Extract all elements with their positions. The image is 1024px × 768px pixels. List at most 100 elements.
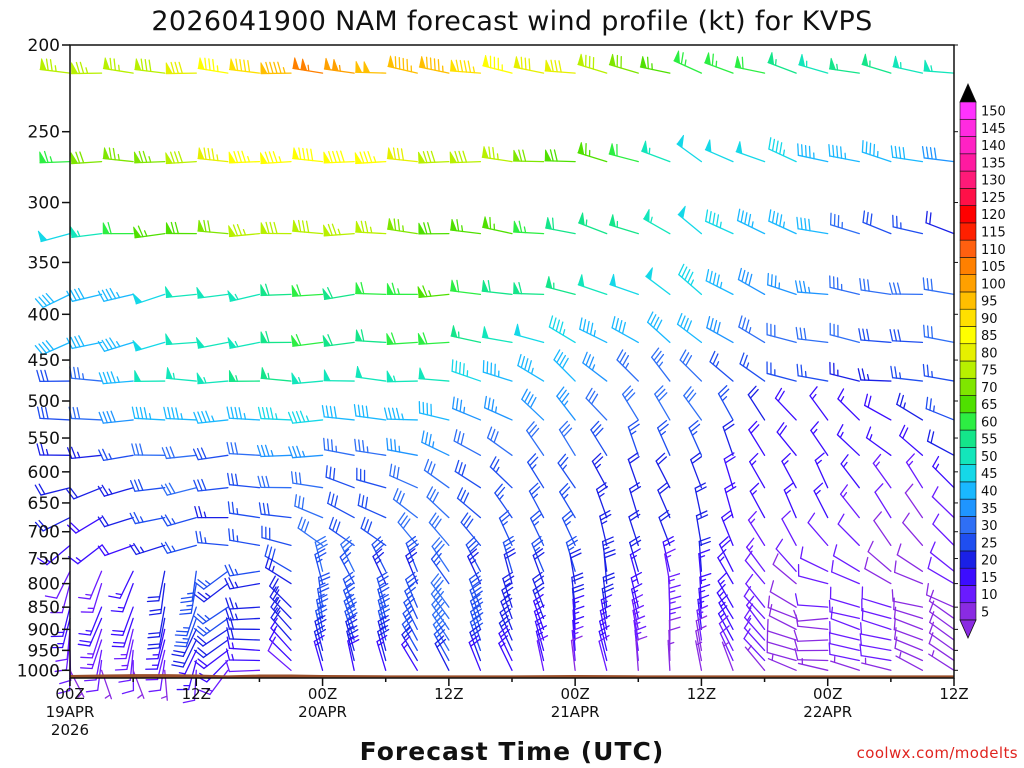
wind-barb <box>717 385 734 421</box>
wind-barb <box>535 625 548 662</box>
wind-barb <box>323 437 355 456</box>
wind-barb <box>97 484 134 497</box>
wind-barb <box>267 639 292 671</box>
wind-barb <box>346 625 359 662</box>
wind-barb <box>386 147 418 163</box>
colorbar-swatch <box>959 136 977 155</box>
x-axis-label: Forecast Time (UTC) <box>360 737 665 766</box>
colorbar-swatch <box>959 257 977 275</box>
wind-barb <box>98 448 134 461</box>
colorbar-swatch <box>959 395 977 414</box>
wind-barb <box>767 595 797 620</box>
wind-barb <box>717 548 734 585</box>
wind-barb <box>577 53 608 74</box>
wind-barb <box>793 639 829 652</box>
wind-barb <box>97 337 134 352</box>
wind-barb <box>260 283 292 297</box>
wind-barb <box>228 58 261 74</box>
wind-barb <box>129 511 166 525</box>
wind-barb <box>97 544 134 557</box>
wind-barb <box>260 221 292 235</box>
colorbar-label: 110 <box>981 243 1006 258</box>
wind-barb <box>579 317 608 344</box>
wind-barb <box>322 334 355 347</box>
colorbar-label: 55 <box>981 433 998 448</box>
wind-barb <box>401 625 418 662</box>
wind-barb <box>77 617 103 647</box>
speed-colorbar: 5 10 15 20 25 30 35 40 45 50 55 60 65 70 75 80 85 90 95 100… <box>959 83 1006 639</box>
wind-barb <box>768 209 797 235</box>
wind-barb <box>837 513 860 547</box>
wind-barb <box>861 598 892 620</box>
wind-barb <box>80 582 103 613</box>
wind-barb <box>360 516 387 547</box>
colorbar-swatch <box>959 429 977 448</box>
wind-barb <box>450 325 482 344</box>
wind-barb <box>532 571 545 608</box>
wind-barb <box>165 151 197 165</box>
wind-barb <box>904 483 924 519</box>
x-tick-label: 00Z <box>813 685 842 703</box>
wind-barb <box>354 151 387 165</box>
wind-barb <box>929 600 955 631</box>
y-tick-label: 950 <box>28 641 60 661</box>
wind-barb <box>460 512 482 547</box>
wind-barb <box>499 604 513 641</box>
wind-barb <box>829 322 860 344</box>
wind-barb <box>929 611 955 641</box>
wind-barb <box>164 286 197 299</box>
wind-barb <box>288 445 324 459</box>
wind-barb <box>902 512 924 547</box>
wind-barb <box>165 333 197 346</box>
wind-barb <box>418 222 450 235</box>
wind-barb <box>928 589 955 620</box>
wind-barb <box>631 594 644 631</box>
wind-barb <box>165 61 197 75</box>
wind-barb <box>401 615 418 652</box>
wind-barb <box>357 493 387 519</box>
wind-barb <box>796 216 829 235</box>
wind-barb <box>738 315 766 344</box>
y-tick-label: 550 <box>28 429 60 449</box>
wind-barb <box>226 406 261 421</box>
wind-barb <box>796 363 829 382</box>
colorbar-under-arrow <box>959 619 977 639</box>
wind-barb <box>655 452 671 489</box>
wind-barb <box>194 570 229 590</box>
y-tick-label: 650 <box>28 494 60 514</box>
wind-barb <box>724 482 737 519</box>
colorbar-label: 135 <box>981 156 1006 171</box>
wind-barb <box>226 627 261 641</box>
wind-barb <box>889 328 924 344</box>
wind-barb <box>928 650 955 671</box>
wind-barb <box>355 329 387 344</box>
wind-barb <box>544 59 576 74</box>
wind-barb <box>195 337 229 349</box>
wind-barb <box>861 586 892 608</box>
wind-barb <box>717 572 734 608</box>
wind-barb <box>832 544 860 572</box>
wind-barb <box>697 594 710 631</box>
wind-barb <box>809 386 829 421</box>
y-tick-label: 1000 <box>17 661 60 681</box>
wind-barb <box>828 631 860 652</box>
wind-barb <box>572 605 585 641</box>
wind-barb <box>775 538 797 572</box>
wind-barb <box>69 366 103 382</box>
colorbar-swatch <box>959 101 977 120</box>
wind-barb <box>129 542 166 556</box>
wind-barb <box>196 372 229 385</box>
wind-barb <box>36 406 71 421</box>
wind-barb <box>468 634 482 671</box>
wind-barb <box>646 311 671 344</box>
wind-barb <box>482 216 513 235</box>
wind-barb <box>180 570 197 604</box>
wind-barb <box>227 337 261 349</box>
colorbar-label: 25 <box>981 536 998 551</box>
wind-barb <box>257 475 292 489</box>
wind-barb <box>132 293 166 305</box>
wind-barb <box>421 430 450 456</box>
wind-barb <box>840 454 860 489</box>
wind-barb <box>698 536 711 572</box>
wind-barb <box>766 361 797 382</box>
